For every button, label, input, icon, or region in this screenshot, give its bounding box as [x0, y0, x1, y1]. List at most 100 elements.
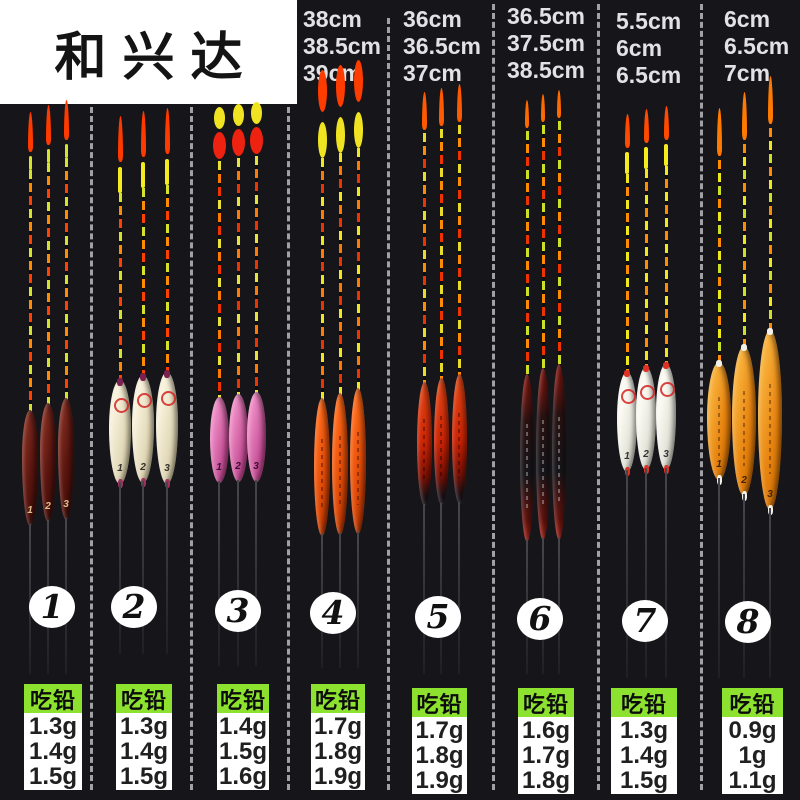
float-body: [536, 368, 550, 540]
float-body: [416, 382, 432, 506]
float-stem: [743, 494, 745, 678]
float-stem: [166, 482, 168, 654]
size-value: 6cm: [616, 35, 663, 61]
float-collar: [624, 370, 630, 377]
group-number: 3: [226, 590, 250, 630]
float-antenna: [525, 131, 529, 376]
weight-value: 1.1g: [728, 767, 777, 794]
float-stem: [458, 502, 460, 674]
float-stem: [440, 503, 442, 674]
group-number-badge-4: 4: [310, 592, 356, 634]
float-body: [40, 403, 56, 522]
float-size-digit: 3: [63, 498, 69, 510]
size-value: 5.5cm: [616, 8, 682, 34]
size-list-col7: 5.5cm 6cm 6.5cm: [616, 8, 681, 89]
float-body: [58, 398, 74, 520]
float-tip: [118, 167, 122, 193]
float-tip: [643, 109, 649, 143]
float-bulb: [232, 104, 244, 126]
size-value: 36cm: [403, 6, 462, 32]
float-collar: [164, 370, 170, 378]
group-number-badge-6: 6: [517, 598, 563, 640]
group-number: 7: [633, 600, 657, 640]
float-tip: [164, 108, 170, 154]
float-body: [246, 392, 266, 482]
weight-value: 1.4g: [28, 738, 78, 765]
weight-value: 1.4g: [119, 738, 169, 765]
float-stamp-icon: [161, 391, 176, 407]
float-tip: [664, 144, 668, 166]
float-antenna: [28, 170, 32, 412]
float-antenna-joint: [320, 112, 324, 122]
weight-value: 1.4g: [619, 742, 669, 769]
column-divider: [90, 107, 93, 790]
weight-value: 1.6g: [521, 717, 571, 744]
float-antenna: [717, 160, 721, 364]
weight-value: 1.3g: [119, 713, 169, 740]
size-value: 6cm: [724, 6, 771, 32]
column-divider: [492, 4, 495, 790]
float-body: [707, 362, 731, 480]
size-value: 39cm: [303, 60, 362, 86]
float-bulb: [231, 129, 245, 156]
float-tip: [456, 84, 462, 122]
float-bulb: [335, 117, 345, 153]
float-stem: [119, 482, 121, 654]
float-body: [433, 378, 449, 505]
lead-label-5: 吃铅: [412, 688, 467, 717]
float-tip: [141, 162, 145, 188]
size-value: 37.5cm: [507, 30, 586, 56]
group-number-badge-3: 3: [215, 590, 261, 632]
float-antenna: [320, 158, 324, 400]
lead-label-8: 吃铅: [722, 688, 783, 717]
column-divider: [190, 107, 193, 790]
float-stem: [626, 470, 628, 678]
float-inscription: [357, 431, 359, 505]
float-tip: [624, 114, 630, 148]
float-antenna: [236, 158, 240, 396]
float-bulb: [335, 65, 345, 107]
group-number: 5: [426, 596, 450, 636]
float-antenna-joint: [338, 107, 342, 117]
float-antenna: [439, 129, 443, 380]
float-stamp-icon: [621, 389, 636, 404]
float-antenna: [141, 188, 145, 377]
lead-label-7: 吃铅: [611, 688, 677, 717]
float-stem: [665, 468, 667, 678]
float-body: [732, 346, 756, 496]
float-tip: [557, 90, 561, 118]
float-inscription: [743, 391, 745, 466]
float-tip: [716, 108, 722, 156]
float-tip: [46, 149, 50, 163]
float-tip: [45, 105, 51, 145]
float-stem: [718, 478, 720, 678]
weight-value: 0.9g: [728, 717, 777, 744]
float-antenna: [625, 174, 629, 374]
float-inscription: [440, 416, 442, 480]
float-tip: [117, 116, 123, 162]
size-list-col8: 6cm 6.5cm 7cm: [724, 6, 789, 87]
weight-value: 1.7g: [313, 713, 363, 740]
weight-list-4: 1.7g 1.8g 1.9g: [311, 713, 365, 790]
float-body: [332, 393, 348, 535]
float-stem: [423, 504, 425, 674]
float-stamp-icon: [137, 393, 152, 409]
float-size-digit: 1: [216, 461, 222, 473]
float-antenna-joint: [356, 102, 360, 112]
float-antenna: [338, 153, 342, 395]
float-collar: [741, 344, 747, 351]
weight-list-6: 1.6g 1.7g 1.8g: [518, 717, 574, 794]
float-size-digit: 2: [45, 500, 51, 512]
group-number: 8: [736, 601, 760, 641]
float-size-digit: 1: [27, 504, 33, 516]
weight-list-3: 1.4g 1.5g 1.6g: [217, 713, 269, 790]
float-tip: [27, 112, 33, 152]
weight-list-7: 1.3g 1.4g 1.5g: [611, 717, 677, 794]
group-number: 1: [40, 586, 64, 626]
float-stem: [769, 508, 771, 678]
size-value: 6.5cm: [724, 33, 790, 59]
float-collar: [767, 328, 773, 335]
group-number: 6: [528, 598, 552, 638]
float-bulb: [353, 112, 363, 148]
